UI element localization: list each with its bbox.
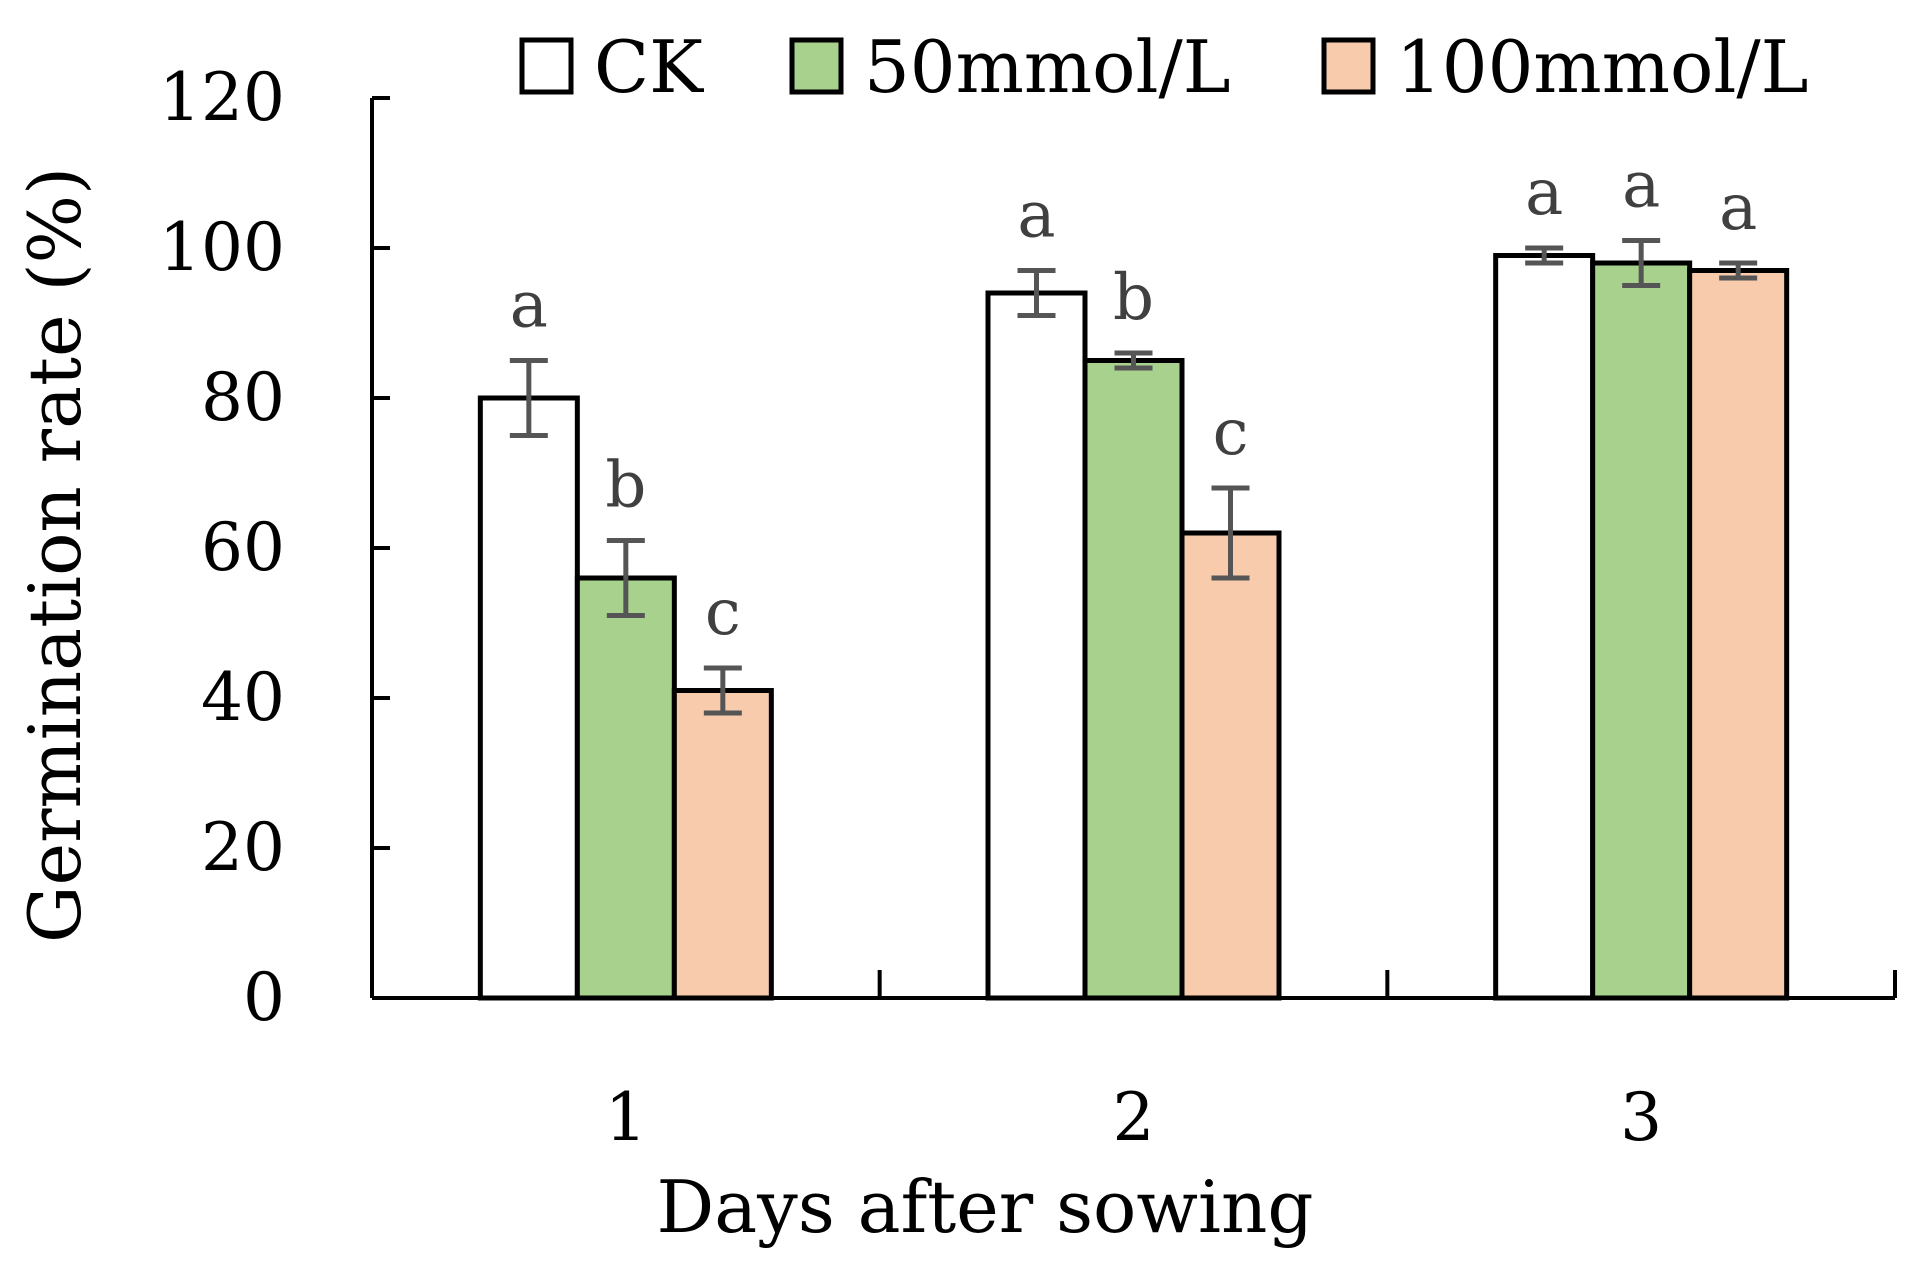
significance-letter: c (1213, 396, 1249, 470)
y-tick-label: 100 (159, 209, 285, 286)
y-tick-label: 120 (159, 59, 285, 136)
x-tick-label: 3 (1620, 1079, 1662, 1156)
y-tick-label: 0 (243, 959, 285, 1036)
legend-swatch (1321, 37, 1376, 95)
legend-label: CK (594, 25, 704, 109)
error-bars (509, 238, 1758, 716)
x-tick-label: 1 (605, 1079, 647, 1156)
bar (985, 290, 1088, 1001)
y-tick-label: 80 (201, 359, 285, 436)
significance-letter: c (705, 576, 741, 650)
significance-letter: a (1622, 149, 1660, 223)
legend-swatch (789, 37, 844, 95)
significance-letter: a (1719, 171, 1757, 245)
bar (671, 688, 774, 1001)
legend-label: 100mmol/L (1396, 25, 1808, 109)
significance-letter: b (605, 449, 646, 523)
bar (1493, 253, 1596, 1001)
y-tick-label: 40 (201, 659, 285, 736)
bar (1082, 358, 1185, 1001)
legend: CK 50mmol/L 100mmol/L (519, 25, 1808, 109)
bar (1687, 268, 1790, 1001)
bar (1590, 260, 1693, 1001)
y-axis-title: Germination rate (%) (13, 167, 97, 943)
legend-label: 50mmol/L (864, 25, 1231, 109)
bar (574, 575, 677, 1001)
significance-letter: a (1017, 179, 1055, 253)
significance-letter: a (510, 269, 548, 343)
legend-swatch (519, 37, 574, 95)
y-axis: 0 20 40 60 80 100 120 (159, 59, 390, 1036)
y-tick-label: 60 (201, 509, 285, 586)
y-tick-label: 20 (201, 809, 285, 886)
significance-letter: b (1113, 261, 1154, 335)
x-axis-title: Days after sowing (657, 1165, 1314, 1249)
bar (477, 395, 580, 1001)
significance-letter: a (1525, 156, 1563, 230)
bar (1179, 530, 1282, 1001)
x-tick-label: 2 (1113, 1079, 1155, 1156)
